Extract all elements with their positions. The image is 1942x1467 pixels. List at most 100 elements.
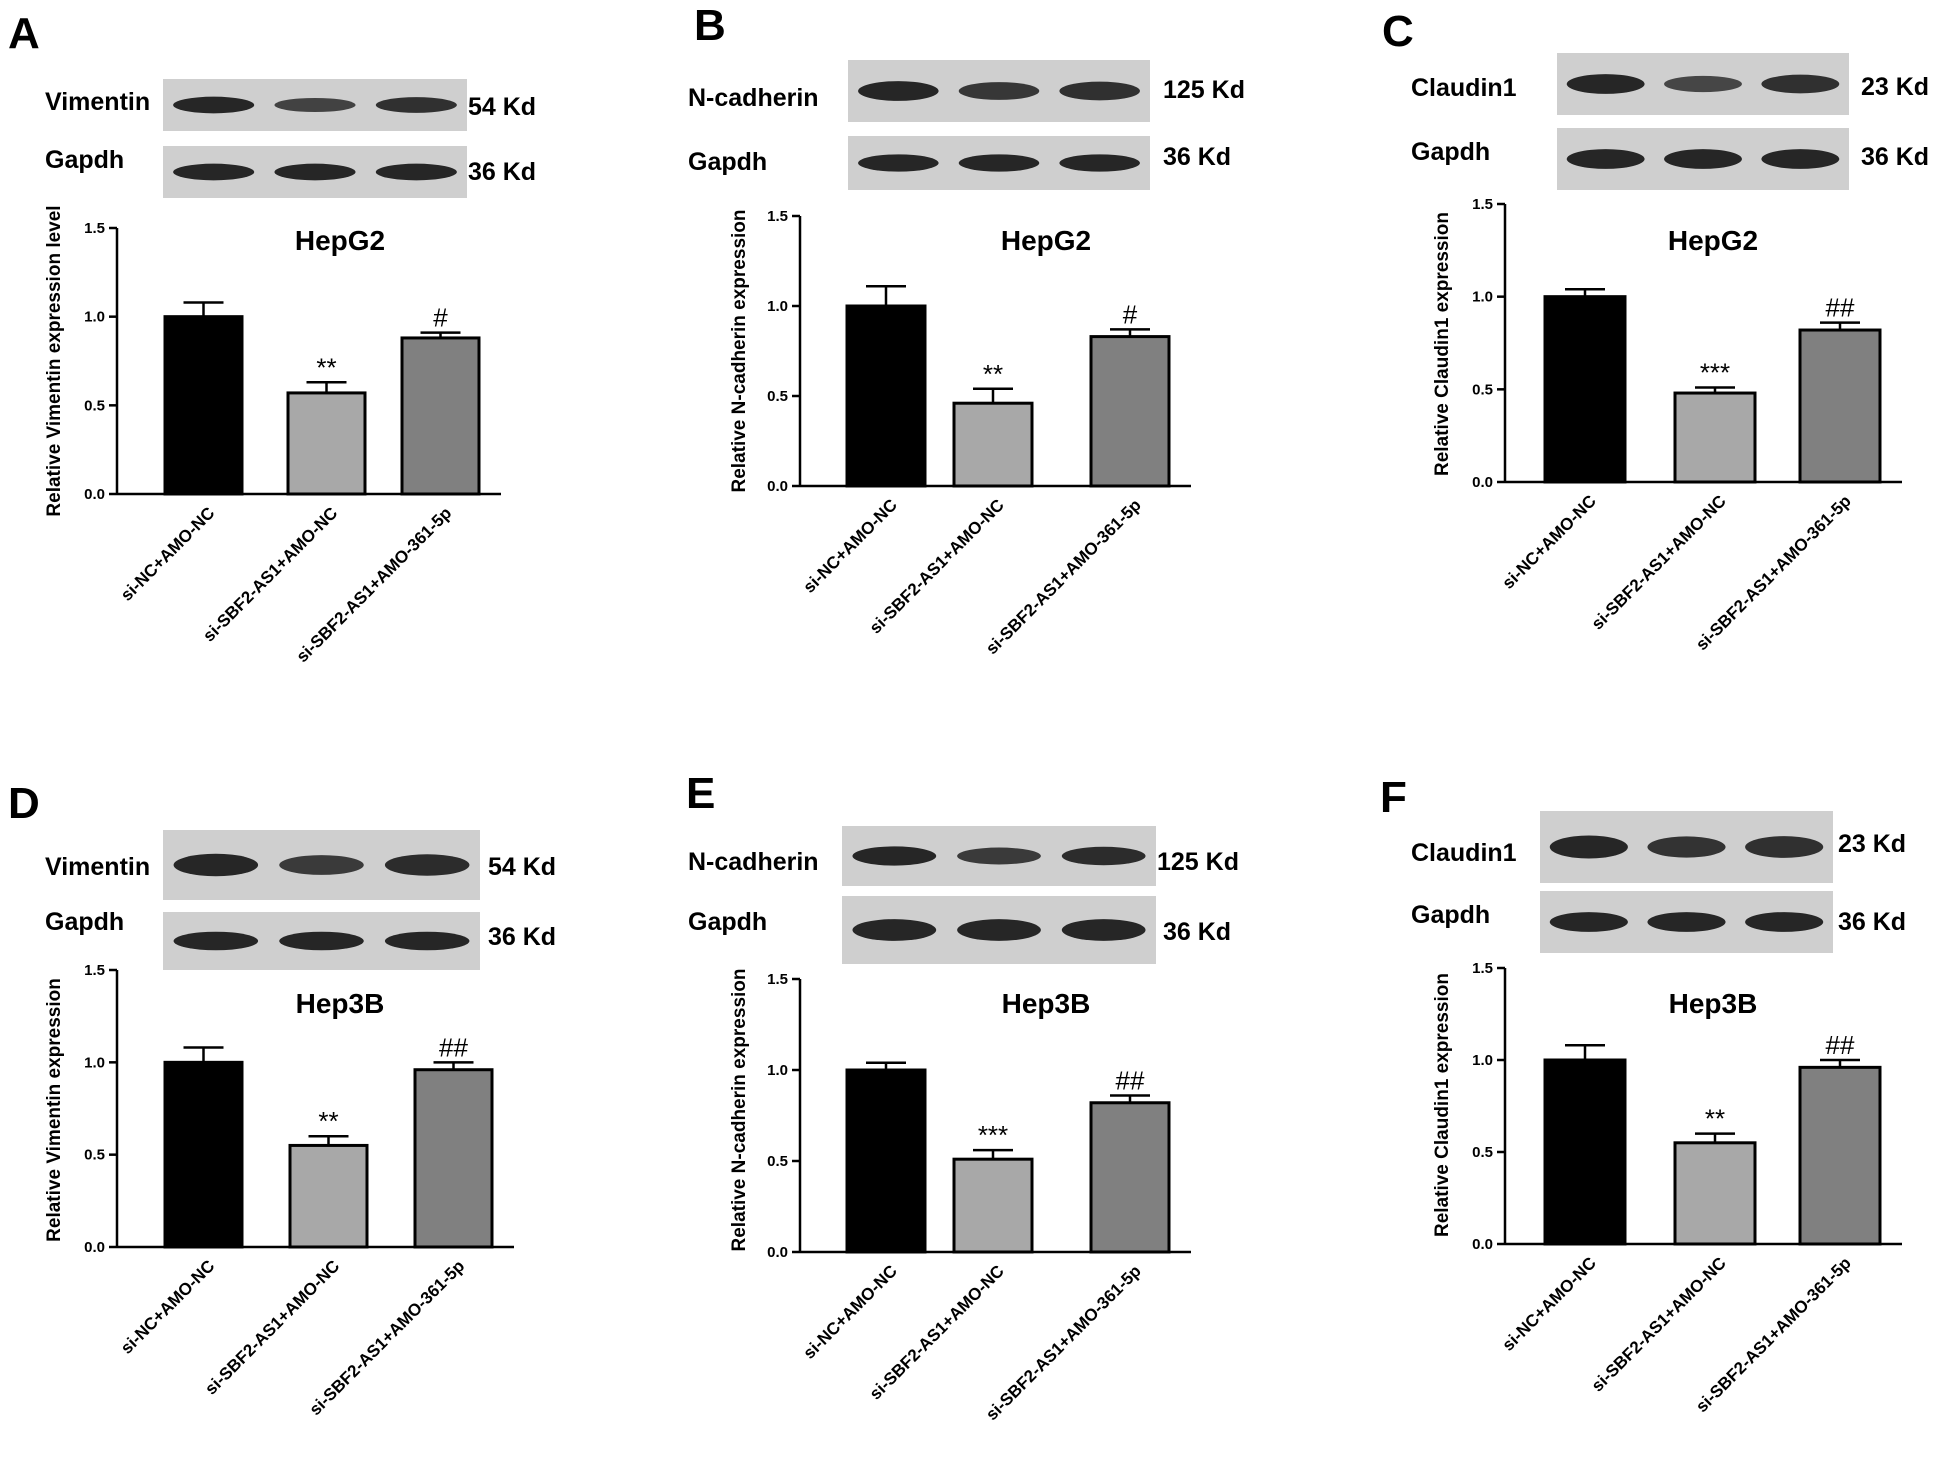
blot-target-strip-band: [173, 96, 255, 114]
chart-title: Hep3B: [1002, 988, 1091, 1019]
x-tick-label: si-SBF2-AS1+AMO-361-5p: [982, 1261, 1145, 1424]
significance-mark: ##: [1116, 1065, 1145, 1095]
blot-target-strip-band: [1566, 74, 1645, 94]
bar: [1089, 335, 1171, 488]
blot-protein-label: N-cadherin: [688, 848, 819, 876]
y-tick-label: 1.0: [84, 1054, 105, 1071]
y-tick-label: 1.5: [84, 962, 105, 979]
significance-mark: **: [318, 1106, 338, 1136]
panel-letter: A: [8, 9, 40, 58]
panel-e: E N-cadherin Gapdh 125 Kd 36 Kd 0.0 0.5 1.0 1.5 H…: [686, 769, 1239, 1424]
significance-mark: ##: [1826, 293, 1855, 323]
bar: [286, 391, 367, 496]
blot-gapdh-strip-band: [957, 919, 1041, 941]
blot-gapdh-strip-band: [1566, 149, 1645, 169]
blot-size-label: 36 Kd: [1163, 918, 1231, 946]
bar: [163, 1060, 244, 1249]
significance-mark: **: [316, 352, 336, 382]
blot-gapdh-strip: [1557, 128, 1849, 190]
blot-size-label: 125 Kd: [1157, 848, 1239, 876]
blot-target-strip: [848, 60, 1150, 122]
y-tick-label: 1.0: [767, 298, 788, 315]
chart-title: HepG2: [1001, 225, 1091, 256]
blot-gapdh-strip-band: [1061, 919, 1146, 941]
blot-size-label: 125 Kd: [1163, 76, 1245, 104]
blot-gapdh-strip-band: [279, 931, 364, 951]
bar: [845, 1068, 927, 1254]
blot-protein-label: Vimentin: [45, 88, 150, 116]
blot-gapdh-strip-band: [1647, 912, 1726, 932]
x-tick-label: si-NC+AMO-NC: [800, 1261, 901, 1362]
blot-size-label: 54 Kd: [468, 93, 536, 121]
chart-title: Hep3B: [296, 988, 385, 1019]
blot-size-label: 23 Kd: [1838, 830, 1906, 858]
bar: [1543, 295, 1627, 484]
blot-protein-label: Vimentin: [45, 853, 150, 881]
blot-target-strip: [842, 826, 1156, 886]
blot-target-strip-band: [274, 98, 356, 112]
y-tick-label: 0.0: [1472, 1236, 1493, 1253]
y-axis-label: Relative Claudin1 expression: [1432, 212, 1453, 476]
significance-mark: **: [983, 359, 1003, 389]
bar: [163, 315, 244, 496]
bar: [1673, 391, 1757, 484]
bar: [952, 401, 1034, 488]
y-tick-label: 0.0: [84, 1239, 105, 1256]
blot-gapdh-strip-band: [375, 163, 457, 181]
y-tick-label: 0.5: [1472, 1144, 1493, 1161]
blot-size-label: 36 Kd: [1163, 143, 1231, 171]
blot-target-strip: [163, 79, 467, 131]
significance-mark: ##: [439, 1032, 468, 1062]
bar: [1543, 1058, 1627, 1246]
blot-target-strip-band: [384, 854, 470, 876]
panel-c: C Claudin1 Gapdh 23 Kd 36 Kd 0.0 0.5 1.0 1.5 HepG…: [1382, 7, 1929, 654]
blot-target-strip-band: [1549, 835, 1628, 859]
panel-letter: D: [8, 779, 40, 828]
blot-target-strip-band: [958, 82, 1040, 100]
blot-size-label: 36 Kd: [1861, 143, 1929, 171]
chart-title: Hep3B: [1669, 988, 1758, 1019]
bar: [288, 1143, 369, 1249]
blot-target-strip-band: [858, 81, 939, 101]
blot-protein-label: Gapdh: [45, 146, 124, 174]
blot-target-strip-band: [173, 853, 259, 877]
blot-target-strip-band: [1647, 836, 1726, 858]
blot-gapdh-strip-band: [173, 163, 255, 181]
y-tick-label: 1.0: [84, 309, 105, 326]
blot-size-label: 36 Kd: [468, 158, 536, 186]
significance-mark: **: [1705, 1104, 1725, 1134]
x-tick-label: si-SBF2-AS1+AMO-361-5p: [982, 495, 1145, 658]
y-tick-label: 1.5: [767, 971, 788, 988]
blot-gapdh-strip-band: [384, 931, 470, 951]
x-tick-label: si-SBF2-AS1+AMO-NC: [201, 1256, 343, 1398]
x-tick-label: si-SBF2-AS1+AMO-NC: [1588, 491, 1730, 633]
y-axis-label: Relative N-cadherin expression: [729, 210, 750, 493]
blot-gapdh-strip: [842, 896, 1156, 964]
blot-target-strip-band: [1761, 74, 1840, 94]
blot-size-label: 23 Kd: [1861, 73, 1929, 101]
y-tick-label: 0.0: [767, 1244, 788, 1261]
bar: [1798, 328, 1882, 484]
blot-gapdh-strip-band: [173, 931, 259, 951]
blot-gapdh-strip-band: [1745, 912, 1824, 932]
bar: [413, 1068, 494, 1249]
blot-protein-label: Claudin1: [1411, 74, 1517, 102]
y-axis-label: Relative N-cadherin expression: [729, 969, 750, 1252]
y-tick-label: 0.5: [1472, 381, 1493, 398]
blot-size-label: 36 Kd: [1838, 908, 1906, 936]
blot-protein-label: Gapdh: [45, 908, 124, 936]
blot-target-strip-band: [852, 846, 937, 866]
blot-size-label: 36 Kd: [488, 923, 556, 951]
x-tick-label: si-NC+AMO-NC: [117, 503, 218, 604]
y-tick-label: 0.0: [84, 486, 105, 503]
bar: [1673, 1141, 1757, 1246]
x-tick-label: si-NC+AMO-NC: [800, 495, 901, 596]
y-tick-label: 0.5: [84, 397, 105, 414]
blot-size-label: 54 Kd: [488, 853, 556, 881]
x-tick-label: si-NC+AMO-NC: [1499, 491, 1600, 592]
panel-letter: F: [1380, 773, 1407, 822]
bar: [952, 1157, 1034, 1254]
blot-gapdh-strip: [848, 136, 1150, 190]
blot-gapdh-strip-band: [958, 154, 1040, 172]
